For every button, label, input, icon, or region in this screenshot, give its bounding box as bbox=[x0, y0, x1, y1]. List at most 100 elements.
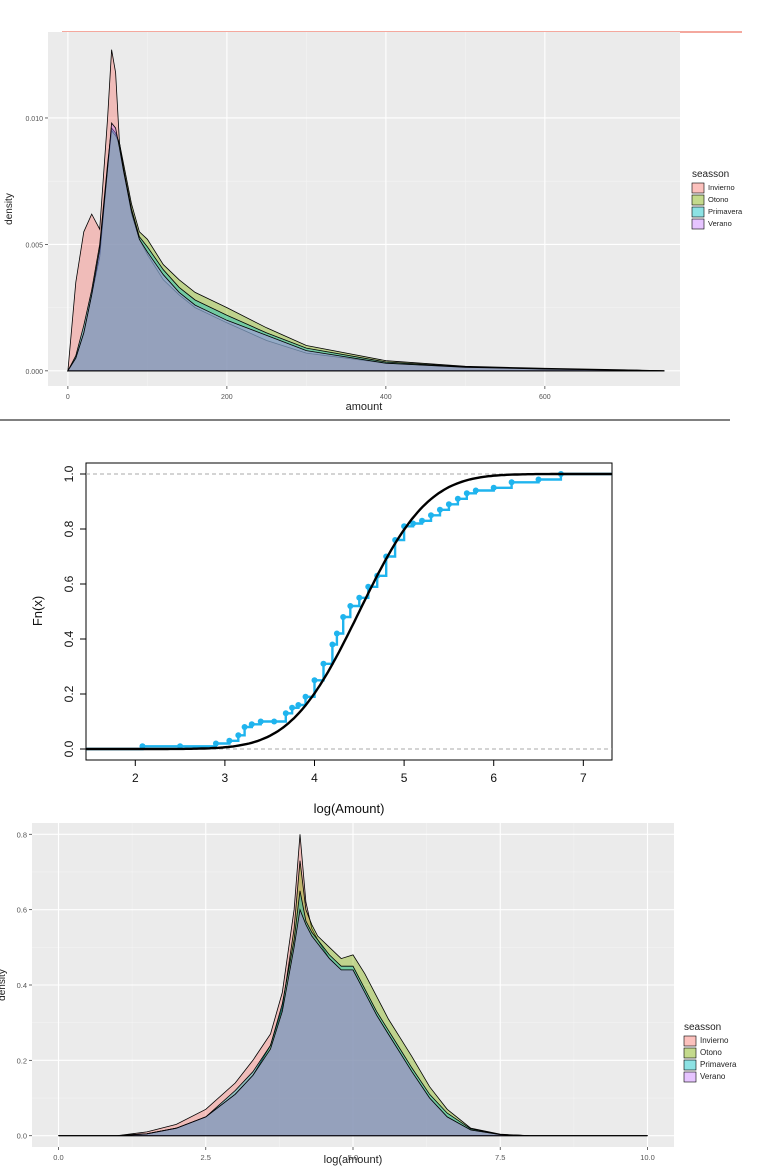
ecdf-point bbox=[295, 702, 302, 708]
legend-key-otono bbox=[691, 194, 705, 206]
y-tick-label: 0.000 bbox=[25, 369, 43, 376]
ecdf-point bbox=[289, 704, 296, 711]
ecdf-point bbox=[419, 517, 426, 524]
ecdf-point bbox=[226, 737, 233, 744]
y-tick-label: 0.2 bbox=[62, 685, 76, 702]
y-tick-label: 0.010 bbox=[25, 116, 43, 123]
ecdf-point bbox=[445, 501, 452, 508]
ecdf-point bbox=[320, 660, 327, 667]
ecdf-point bbox=[271, 718, 278, 725]
y-tick-label: 0.6 bbox=[62, 575, 76, 592]
y-axis-title: density bbox=[0, 969, 8, 1001]
x-tick-label: 400 bbox=[380, 394, 392, 401]
x-tick-label: 5.0 bbox=[348, 1153, 358, 1162]
ecdf-point bbox=[508, 479, 515, 486]
ecdf-point bbox=[139, 743, 146, 750]
legend-title: seasson bbox=[684, 1022, 721, 1033]
legend-key-verano bbox=[683, 1071, 697, 1083]
y-tick-label: 0.4 bbox=[17, 981, 27, 990]
y-axis-title: Fn(x) bbox=[30, 596, 45, 626]
ecdf-point bbox=[241, 724, 248, 730]
y-tick-label: 0.8 bbox=[62, 520, 76, 537]
fitted-cdf-series bbox=[86, 472, 612, 751]
ecdf-point bbox=[454, 495, 461, 502]
y-tick-labels: 0.0 0.2 0.4 0.6 0.8 bbox=[17, 830, 32, 1141]
legend-key-primavera bbox=[691, 206, 705, 218]
x-axis-title: log(amount) bbox=[324, 1154, 383, 1166]
y-tick-labels: 0.0 0.2 0.4 0.6 0.8 1.0 bbox=[62, 465, 86, 757]
density-area-verano bbox=[66, 121, 665, 372]
legend: seasson Invierno Otono Primavera Verano bbox=[683, 1022, 737, 1083]
ecdf-point bbox=[257, 718, 264, 725]
x-tick-labels: 0 200 400 600 bbox=[66, 386, 551, 401]
ecdf-point bbox=[463, 490, 470, 497]
x-tick-label: 7.5 bbox=[495, 1153, 505, 1162]
x-tick-label: 200 bbox=[221, 394, 233, 401]
legend-label-verano: Verano bbox=[700, 1072, 726, 1081]
legend-label-invierno: Invierno bbox=[708, 183, 735, 192]
ecdf-chart: 2 3 4 5 6 7 0.0 0.2 0.4 0.6 0.8 1.0 log(Amount) Fn… bbox=[30, 462, 613, 816]
ecdf-point bbox=[427, 512, 434, 519]
x-tick-label: 5 bbox=[401, 771, 408, 785]
y-tick-label: 0.6 bbox=[17, 906, 27, 915]
ecdf-point bbox=[311, 677, 318, 684]
ecdf-series bbox=[86, 471, 612, 751]
x-tick-labels: 2 3 4 5 6 7 bbox=[132, 760, 587, 785]
legend-key-otono bbox=[683, 1047, 697, 1059]
ecdf-point bbox=[302, 693, 309, 700]
ecdf-point bbox=[535, 476, 542, 483]
ecdf-point bbox=[410, 520, 417, 527]
density-areas bbox=[58, 834, 648, 1137]
x-tick-label: 2.5 bbox=[201, 1153, 211, 1162]
fitted-cdf-line bbox=[86, 472, 612, 751]
ecdf-point bbox=[490, 484, 497, 491]
y-tick-label: 0.8 bbox=[17, 830, 27, 839]
x-tick-label: 3 bbox=[222, 771, 229, 785]
y-tick-labels: 0.000 0.005 0.010 bbox=[25, 116, 48, 376]
legend-key-primavera bbox=[683, 1059, 697, 1071]
plot-panel bbox=[48, 32, 680, 386]
ecdf-point bbox=[436, 506, 443, 513]
y-tick-label: 0.2 bbox=[17, 1056, 27, 1065]
legend: seasson Invierno Otono Primavera Verano bbox=[691, 169, 743, 230]
y-tick-label: 0.0 bbox=[17, 1132, 27, 1141]
ecdf-point bbox=[340, 614, 347, 620]
x-tick-label: 10.0 bbox=[640, 1153, 655, 1162]
ecdf-point bbox=[472, 487, 479, 494]
ecdf-point bbox=[248, 721, 255, 728]
legend-key-invierno bbox=[691, 182, 705, 194]
x-tick-label: 7 bbox=[580, 771, 587, 785]
x-tick-label: 4 bbox=[311, 771, 318, 785]
x-tick-label: 6 bbox=[490, 771, 497, 785]
legend-title: seasson bbox=[692, 169, 729, 180]
x-tick-labels: 0.0 2.5 5.0 7.5 10.0 bbox=[53, 1147, 655, 1162]
density-log-amount-chart: 0.0 2.5 5.0 7.5 10.0 0.0 0.2 0.4 0.6 0.8 log(amo… bbox=[0, 823, 737, 1166]
legend-label-otono: Otono bbox=[700, 1048, 722, 1057]
ecdf-point bbox=[282, 710, 289, 717]
legend-label-invierno: Invierno bbox=[700, 1036, 729, 1045]
y-tick-label: 0.0 bbox=[62, 740, 76, 757]
ecdf-point bbox=[356, 594, 363, 601]
x-tick-label: 0.0 bbox=[53, 1153, 63, 1162]
x-axis-title: amount bbox=[346, 401, 383, 413]
legend-label-primavera: Primavera bbox=[708, 207, 743, 216]
legend-key-invierno bbox=[683, 1035, 697, 1047]
density-area-verano bbox=[58, 908, 648, 1137]
x-axis-title: log(Amount) bbox=[314, 801, 385, 816]
ecdf-point bbox=[329, 641, 336, 648]
x-tick-label: 0 bbox=[66, 394, 70, 401]
ecdf-point bbox=[347, 603, 354, 609]
y-axis-title: density bbox=[4, 193, 15, 225]
legend-label-otono: Otono bbox=[708, 195, 728, 204]
ecdf-point bbox=[235, 732, 242, 739]
y-tick-label: 0.005 bbox=[25, 242, 43, 249]
legend-label-verano: Verano bbox=[708, 219, 732, 228]
legend-key-verano bbox=[691, 218, 705, 230]
y-tick-label: 1.0 bbox=[62, 465, 76, 482]
density-amount-chart: 0 200 400 600 0.000 0.005 0.010 amount densit… bbox=[4, 32, 743, 413]
x-tick-label: 2 bbox=[132, 771, 139, 785]
density-areas bbox=[66, 49, 665, 372]
legend-label-primavera: Primavera bbox=[700, 1060, 737, 1069]
x-tick-label: 600 bbox=[539, 394, 551, 401]
